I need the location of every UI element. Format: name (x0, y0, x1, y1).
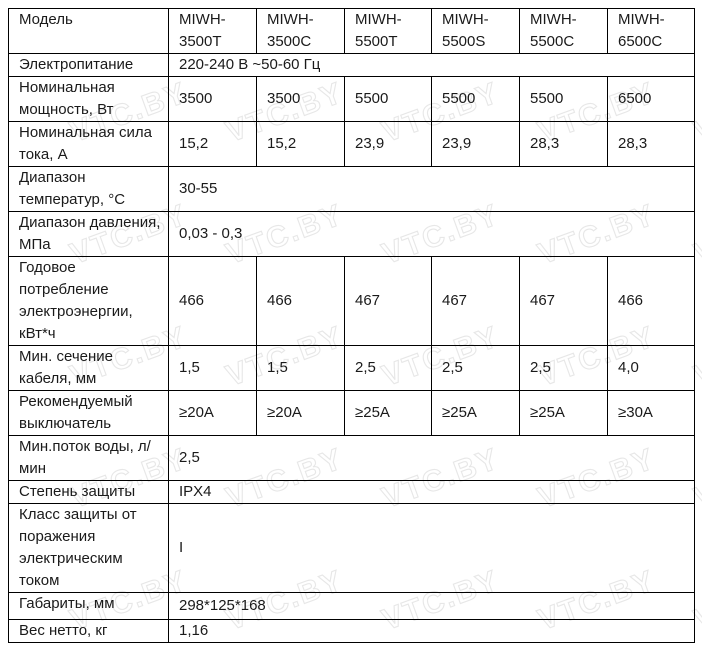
row-label: Электропитание (8, 53, 169, 77)
value-cell: 467 (344, 256, 432, 346)
value-cell-merged: 30-55 (168, 166, 695, 212)
table-row-power-supply: Электропитание 220-240 В ~50-60 Гц (8, 53, 695, 77)
model-header-cell: MIWH- 3500T (168, 8, 257, 54)
value-cell: 28,3 (519, 121, 608, 167)
table-row-dimensions: Габариты, мм 298*125*168 (8, 592, 695, 620)
value-cell: 4,0 (607, 345, 695, 391)
value-cell: 5500 (344, 76, 432, 122)
table-row-net-weight: Вес нетто, кг 1,16 (8, 619, 695, 643)
value-cell: 466 (168, 256, 257, 346)
value-cell-merged: 298*125*168 (168, 592, 695, 620)
value-cell: ≥20A (256, 390, 345, 436)
table-row-rated-current: Номинальная сила тока, А 15,2 15,2 23,9 … (8, 121, 695, 167)
value-cell: 2,5 (431, 345, 520, 391)
model-header-cell: MIWH- 3500C (256, 8, 345, 54)
value-cell: 3500 (168, 76, 257, 122)
value-cell: 2,5 (344, 345, 432, 391)
row-label: Класс защиты от поражения электрическим … (8, 503, 169, 593)
value-cell: ≥25A (431, 390, 520, 436)
value-cell: ≥25A (344, 390, 432, 436)
value-cell: ≥30A (607, 390, 695, 436)
value-cell: 3500 (256, 76, 345, 122)
value-cell-merged: IPX4 (168, 480, 695, 504)
value-cell-merged: 2,5 (168, 435, 695, 481)
value-cell: 5500 (431, 76, 520, 122)
table-row-recommended-breaker: Рекомендуемый выключатель ≥20A ≥20A ≥25A… (8, 390, 695, 436)
value-cell: 1,5 (256, 345, 345, 391)
row-label: Вес нетто, кг (8, 619, 169, 643)
row-label: Диапазон температур, °С (8, 166, 169, 212)
model-header-cell: MIWH- 5500S (431, 8, 520, 54)
model-header-cell: MIWH- 6500C (607, 8, 695, 54)
value-cell: 15,2 (256, 121, 345, 167)
value-cell: 466 (607, 256, 695, 346)
model-header-cell: MIWH- 5500T (344, 8, 432, 54)
table-row-protection-degree: Степень защиты IPX4 (8, 480, 695, 504)
spec-table: Модель MIWH- 3500T MIWH- 3500C MIWH- 550… (8, 8, 695, 643)
value-cell: 28,3 (607, 121, 695, 167)
value-cell: ≥25A (519, 390, 608, 436)
value-cell: 23,9 (344, 121, 432, 167)
value-cell-merged: 220-240 В ~50-60 Гц (168, 53, 695, 77)
table-row-protection-class: Класс защиты от поражения электрическим … (8, 503, 695, 593)
row-label-model: Модель (8, 8, 169, 54)
table-row-temperature-range: Диапазон температур, °С 30-55 (8, 166, 695, 212)
value-cell-merged: 1,16 (168, 619, 695, 643)
value-cell: 6500 (607, 76, 695, 122)
table-row-model: Модель MIWH- 3500T MIWH- 3500C MIWH- 550… (8, 8, 695, 54)
row-label: Габариты, мм (8, 592, 169, 620)
value-cell-merged: I (168, 503, 695, 593)
row-label: Номинальная мощность, Вт (8, 76, 169, 122)
row-label: Годовое потребление электроэнергии, кВт*… (8, 256, 169, 346)
value-cell: 2,5 (519, 345, 608, 391)
value-cell: 467 (431, 256, 520, 346)
table-row-cable-section: Мин. сечение кабеля, мм 1,5 1,5 2,5 2,5 … (8, 345, 695, 391)
table-row-rated-power: Номинальная мощность, Вт 3500 3500 5500 … (8, 76, 695, 122)
row-label: Диапазон давления, МПа (8, 211, 169, 257)
row-label: Степень защиты (8, 480, 169, 504)
value-cell: 466 (256, 256, 345, 346)
model-header-cell: MIWH- 5500C (519, 8, 608, 54)
value-cell: 1,5 (168, 345, 257, 391)
value-cell: 15,2 (168, 121, 257, 167)
table-row-pressure-range: Диапазон давления, МПа 0,03 - 0,3 (8, 211, 695, 257)
value-cell: 23,9 (431, 121, 520, 167)
value-cell: ≥20A (168, 390, 257, 436)
value-cell: 467 (519, 256, 608, 346)
table-row-annual-consumption: Годовое потребление электроэнергии, кВт*… (8, 256, 695, 346)
value-cell: 5500 (519, 76, 608, 122)
row-label: Мин. сечение кабеля, мм (8, 345, 169, 391)
table-row-min-water-flow: Мин.поток воды, л/мин 2,5 (8, 435, 695, 481)
row-label: Номинальная сила тока, А (8, 121, 169, 167)
row-label: Рекомендуемый выключатель (8, 390, 169, 436)
row-label: Мин.поток воды, л/мин (8, 435, 169, 481)
value-cell-merged: 0,03 - 0,3 (168, 211, 695, 257)
